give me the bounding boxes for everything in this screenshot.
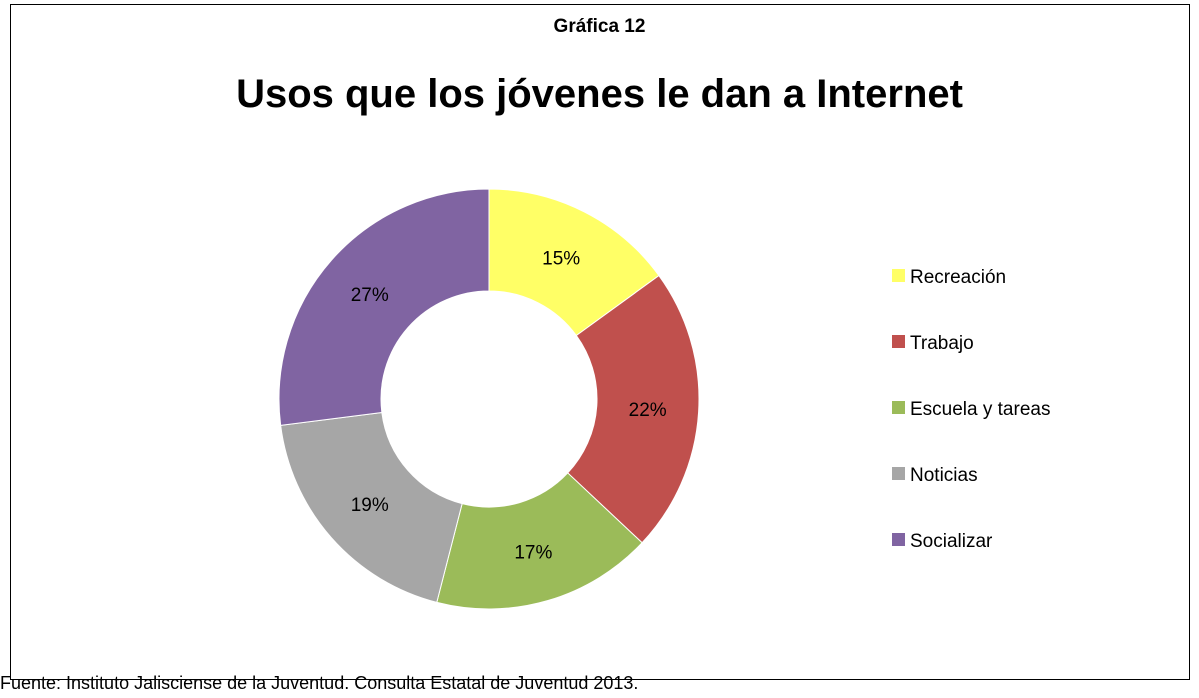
- legend-label-escuela-y-tareas: Escuela y tareas: [910, 399, 1050, 420]
- chart-caption: Gráfica 12: [553, 16, 646, 37]
- slice-escuela-y-tareas: [436, 472, 643, 610]
- legend-label-socializar: Socializar: [910, 531, 993, 552]
- slice-label-escuela-y-tareas: 17%: [514, 543, 552, 564]
- legend-swatch-escuela-y-tareas: [892, 401, 905, 414]
- slice-label-trabajo: 22%: [629, 400, 667, 421]
- legend-swatch-trabajo: [892, 335, 905, 348]
- legend-swatch-recreacion: [892, 269, 905, 282]
- legend-label-recreacion: Recreación: [910, 267, 1006, 288]
- chart-title: Usos que los jóvenes le dan a Internet: [236, 72, 963, 116]
- source-note: Fuente: Instituto Jalisciense de la Juve…: [0, 673, 639, 693]
- legend-label-trabajo: Trabajo: [910, 333, 974, 354]
- slice-label-noticias: 19%: [351, 495, 389, 516]
- slice-label-socializar: 27%: [351, 285, 389, 306]
- legend-swatch-socializar: [892, 533, 905, 546]
- slice-socializar: [278, 188, 490, 426]
- legend-label-noticias: Noticias: [910, 465, 978, 486]
- slice-label-recreacion: 15%: [542, 248, 580, 269]
- slice-recreacion: [488, 188, 660, 337]
- slice-noticias: [280, 411, 463, 604]
- slice-trabajo: [567, 274, 700, 544]
- legend-swatch-noticias: [892, 467, 905, 480]
